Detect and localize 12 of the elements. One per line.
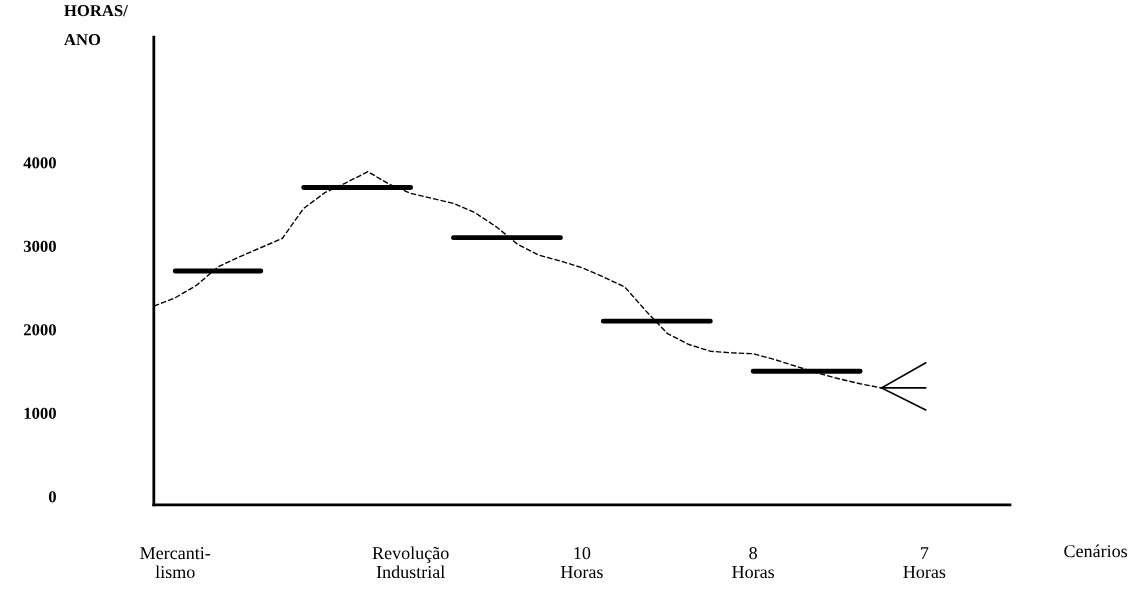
x-tick-label: 7 Horas <box>903 547 946 579</box>
x-axis-title: Cenários <box>1064 544 1128 558</box>
y-tick-label: 2000 <box>23 324 56 336</box>
y-axis-title: HORAS/ ANO <box>64 5 128 46</box>
x-tick-label: 10 Horas <box>560 547 603 579</box>
x-tick-label: Mercanti- lismo <box>140 547 211 579</box>
y-tick-label: 1000 <box>24 407 56 419</box>
x-tick-label: 8 Horas <box>732 547 775 579</box>
y-tick-label: 0 <box>48 491 56 503</box>
y-tick-label: 3000 <box>23 240 56 252</box>
x-tick-label: Revolução Industrial <box>372 546 449 579</box>
y-tick-label: 4000 <box>23 157 56 169</box>
